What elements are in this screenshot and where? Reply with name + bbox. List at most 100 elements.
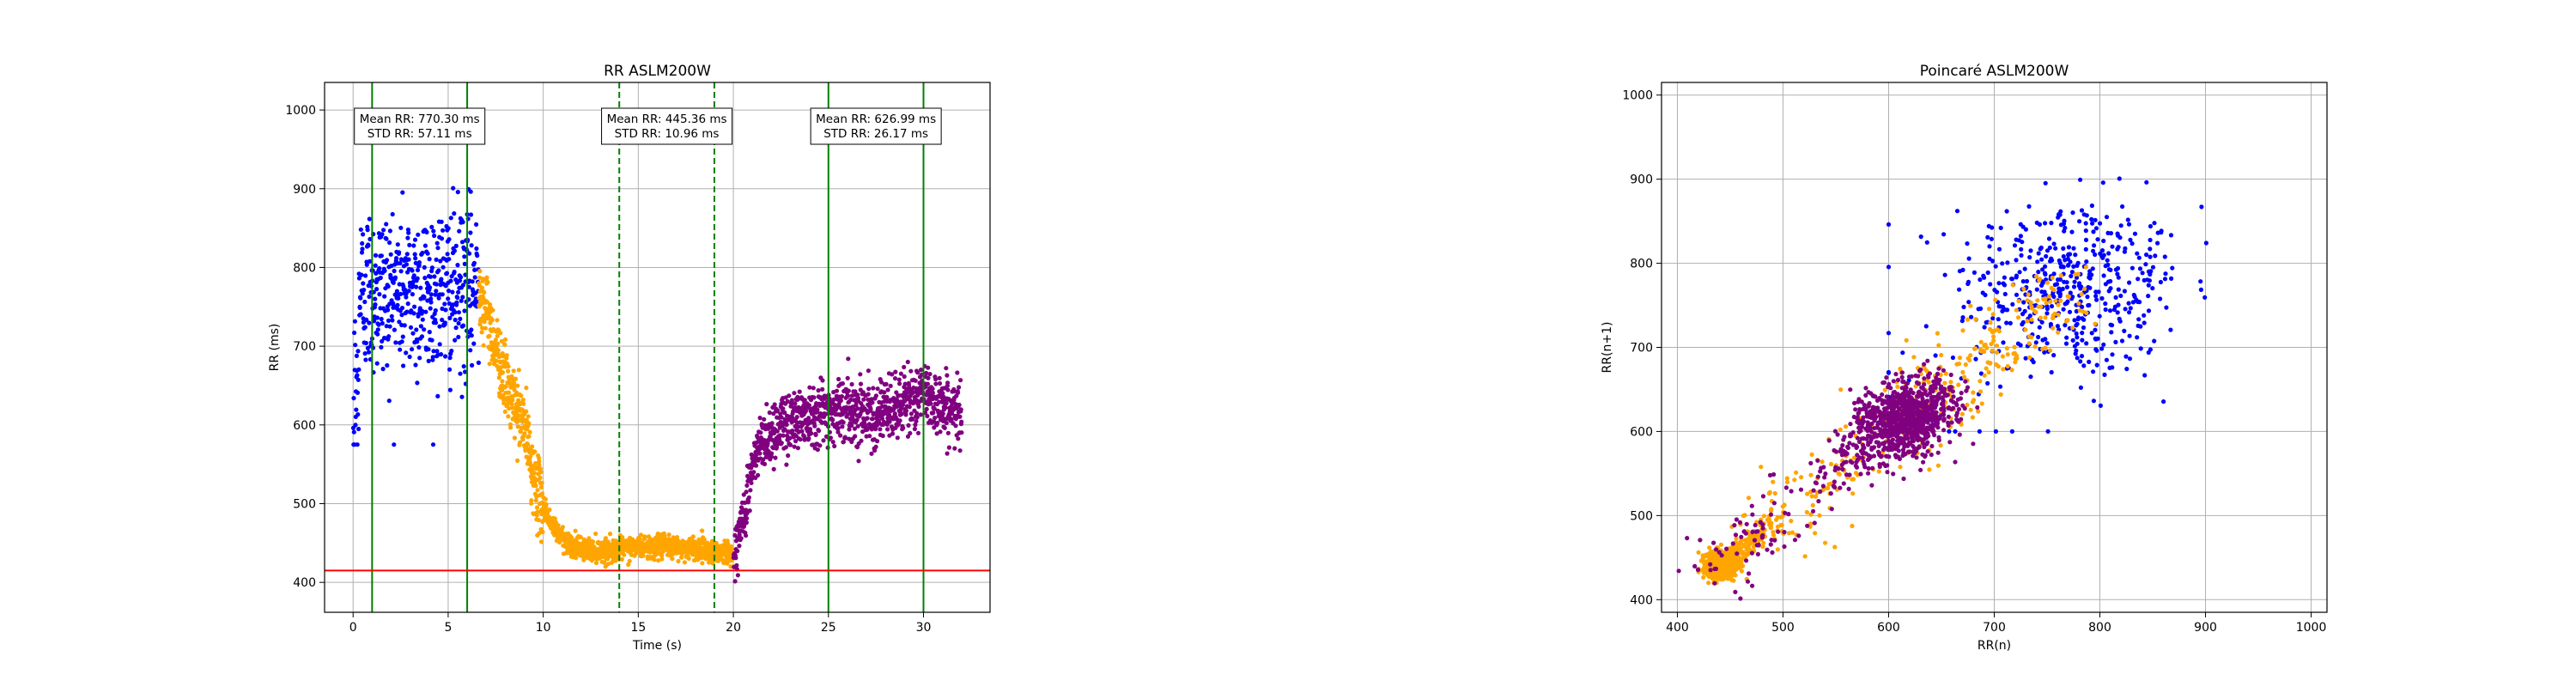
rr-point-exercise-232	[518, 429, 524, 435]
poincare-point-pre-260	[2135, 251, 2140, 256]
rr-point-recovery-857	[919, 368, 924, 373]
rr-point-recovery-632	[869, 427, 874, 432]
rr-point-pre-292	[420, 317, 425, 322]
rr-point-pre-498	[469, 333, 474, 338]
rr-point-recovery-1042	[959, 419, 964, 424]
rr-point-recovery-964	[942, 386, 947, 391]
rr-point-pre-49	[362, 351, 368, 356]
poincare-point-exercise-334	[1837, 471, 1842, 477]
rr-point-pre-63	[366, 243, 371, 248]
rr-point-exercise-29	[482, 289, 487, 295]
poincare-point-pre-359	[2093, 294, 2099, 299]
rr-point-recovery-459	[831, 397, 836, 402]
rr-point-pre-497	[469, 243, 474, 248]
rr-stats-std-1: STD RR: 10.96 ms	[615, 127, 720, 141]
poincare-point-pre-453	[2158, 296, 2163, 301]
poincare-point-exercise-1160	[1729, 554, 1735, 560]
rr-point-pre-164	[390, 318, 395, 323]
poincare-point-pre-343	[2075, 317, 2081, 322]
poincare-point-exercise-1357	[1701, 575, 1706, 581]
rr-point-pre-230	[405, 301, 410, 307]
rr-point-recovery-326	[802, 398, 807, 403]
poincare-point-pre-365	[2061, 254, 2066, 259]
poincare-point-exercise-132	[1982, 373, 1987, 378]
rr-point-pre-406	[447, 315, 453, 320]
rr-point-exercise-920	[642, 535, 647, 540]
rr-point-recovery-376	[813, 432, 818, 437]
poincare-point-pre-59	[2152, 221, 2157, 226]
poincare-point-pre-185	[2103, 301, 2108, 307]
poincare-point-pre-74	[2063, 341, 2069, 346]
rr-point-exercise-1071	[670, 556, 675, 562]
poincare-point-pre-461	[2158, 279, 2163, 285]
poincare-point-pre-75	[1996, 281, 2002, 286]
rr-point-recovery-411	[821, 438, 826, 443]
rr-point-recovery-383	[815, 407, 820, 412]
rr-point-pre-325	[428, 274, 433, 279]
poincare-point-pre-56	[2105, 258, 2110, 263]
rr-point-pre-405	[447, 367, 453, 372]
poincare-point-pre-401	[2066, 252, 2071, 257]
rr-ytick-label-4: 800	[293, 261, 316, 275]
rr-title: RR ASLM200W	[604, 63, 711, 80]
poincare-point-pre-206	[2043, 180, 2048, 185]
poincare-point-exercise-141	[1978, 389, 1984, 394]
rr-point-recovery-714	[887, 419, 892, 424]
rr-point-recovery-739	[892, 376, 898, 381]
poincare-point-exercise-315	[1813, 494, 1819, 499]
rr-ytick-label-5: 900	[293, 183, 316, 197]
rr-point-recovery-77	[748, 488, 753, 493]
rr-point-pre-376	[440, 228, 446, 233]
poincare-point-pre-177	[2084, 341, 2089, 346]
poincare-point-exercise-349	[1772, 490, 1777, 496]
rr-point-exercise-144	[502, 342, 507, 347]
rr-point-recovery-529	[847, 427, 852, 432]
poincare-point-pre-497	[2127, 333, 2132, 338]
rr-point-pre-420	[451, 185, 456, 191]
rr-point-recovery-191	[773, 455, 778, 460]
rr-point-pre-512	[472, 275, 477, 280]
rr-point-exercise-78	[490, 307, 495, 313]
rr-point-pre-340	[432, 233, 437, 239]
poincare-point-pre-442	[2004, 320, 2009, 325]
rr-point-exercise-50	[485, 280, 490, 285]
rr-point-exercise-344	[538, 470, 544, 475]
rr-point-exercise-538	[574, 556, 579, 561]
poincare-point-pre-16	[1953, 429, 1958, 434]
poincare-point-exercise-73	[2013, 360, 2018, 365]
rr-point-pre-131	[382, 294, 387, 299]
rr-point-recovery-56	[744, 533, 749, 538]
rr-point-recovery-323	[802, 434, 807, 439]
rr-point-pre-470	[463, 369, 468, 374]
poincare-point-pre-356	[2123, 354, 2129, 359]
rr-point-recovery-242	[784, 462, 789, 467]
rr-point-recovery-243	[784, 422, 789, 428]
rr-point-pre-272	[416, 232, 421, 237]
rr-point-pre-279	[417, 356, 422, 361]
poincare-point-pre-174	[2101, 273, 2106, 278]
poincare-point-pre-284	[2055, 324, 2060, 329]
rr-point-pre-366	[438, 258, 443, 264]
rr-point-exercise-992	[655, 531, 660, 537]
poincare-point-pre-427	[2000, 308, 2005, 313]
poincare-point-pre-508	[2049, 256, 2054, 261]
poincare-point-exercise-331	[1813, 531, 1818, 536]
poincare-point-pre-186	[2046, 236, 2052, 241]
poincare-point-pre-421	[2123, 307, 2128, 312]
poincare-point-pre-506	[2101, 342, 2106, 347]
rr-point-pre-210	[401, 363, 406, 368]
poincare-point-pre-374	[2042, 289, 2047, 295]
poincare-point-pre-389	[2073, 252, 2078, 258]
rr-point-pre-332	[429, 265, 434, 271]
poincare-point-pre-116	[2138, 346, 2143, 351]
rr-point-exercise-333	[537, 455, 542, 461]
poincare-point-pre-117	[1990, 316, 1996, 321]
rr-point-exercise-283	[527, 429, 532, 435]
poincare-point-pre-212	[2068, 259, 2073, 264]
poincare-point-pre-35	[2066, 245, 2071, 250]
poincare-point-pre-61	[1989, 236, 1994, 241]
rr-point-exercise-62	[488, 302, 493, 307]
rr-point-recovery-368	[811, 395, 817, 400]
rr-point-pre-413	[449, 349, 454, 354]
